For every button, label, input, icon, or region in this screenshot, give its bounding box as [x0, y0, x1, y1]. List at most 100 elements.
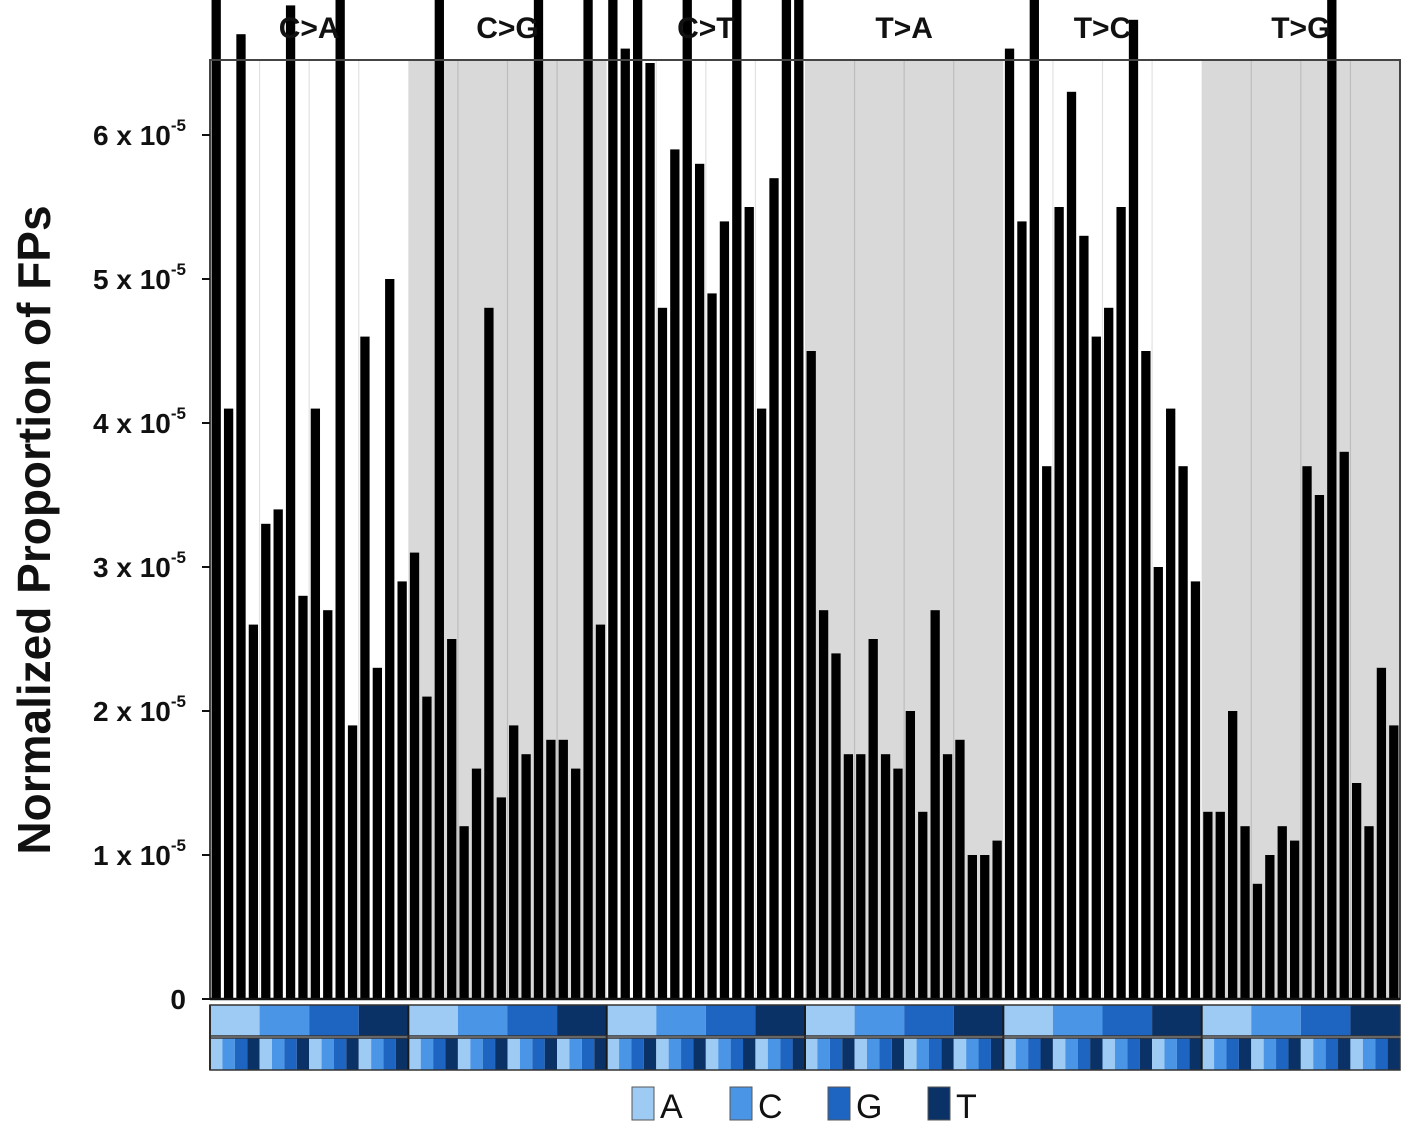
context-5prime-cell [1350, 1005, 1400, 1036]
context-3prime-cell [1300, 1038, 1314, 1070]
bar [608, 0, 618, 999]
context-3prime-cell [1313, 1038, 1326, 1070]
context-5prime-cell [210, 1005, 260, 1036]
context-3prime-cell [383, 1038, 396, 1070]
context-3prime-cell [743, 1038, 756, 1070]
context-3prime-cell [767, 1038, 781, 1070]
bar [1302, 466, 1312, 999]
bar [484, 307, 494, 999]
bar [930, 610, 940, 999]
bar [769, 178, 779, 999]
context-3prime-cell [854, 1038, 867, 1070]
bar [1389, 725, 1399, 999]
bar [1240, 826, 1250, 999]
bar [719, 221, 730, 999]
bar [447, 639, 457, 999]
context-5prime-cell [1300, 1005, 1351, 1036]
legend-label: T [956, 1088, 977, 1122]
bar [211, 0, 221, 999]
context-3prime-cell [829, 1038, 843, 1070]
bar [248, 624, 259, 999]
context-5prime-cell [358, 1005, 409, 1036]
bar [471, 768, 482, 999]
bar [1203, 811, 1213, 999]
bar [1066, 91, 1077, 1000]
context-3prime-cell [1077, 1038, 1091, 1070]
bar [831, 653, 841, 999]
context-3prime-cell [1164, 1038, 1177, 1070]
context-5prime-cell [854, 1005, 905, 1036]
context-3prime-cell [866, 1038, 880, 1070]
bar [546, 739, 556, 999]
bar [1190, 581, 1201, 999]
bar [1153, 567, 1163, 999]
context-3prime-cell [1226, 1038, 1239, 1070]
context-3prime-cell [333, 1038, 347, 1070]
context-3prime-cell [643, 1038, 657, 1070]
context-3prime-cell [1201, 1038, 1215, 1070]
context-3prime-cell [1114, 1038, 1128, 1070]
bar [1141, 351, 1151, 999]
context-3prime-cell [222, 1038, 235, 1070]
context-3prime-cell [817, 1038, 830, 1070]
context-5prime-cell [1152, 1005, 1202, 1036]
axes [202, 59, 1401, 1001]
context-3prime-cell [445, 1038, 458, 1070]
context-3prime-cell [1040, 1038, 1053, 1070]
context-5prime-cell [457, 1005, 508, 1036]
context-3prime-cell [891, 1038, 905, 1070]
context-3prime-cell [507, 1038, 520, 1070]
context-3prime-cell [1350, 1038, 1363, 1070]
bar [806, 351, 816, 999]
bar [558, 739, 568, 999]
legend-swatch [827, 1086, 851, 1121]
context-3prime-cell [1127, 1038, 1140, 1070]
panel-label: T>G [1271, 12, 1330, 45]
bar [645, 63, 655, 999]
context-3prime-cell [519, 1038, 533, 1070]
y-tick-label: 0 [170, 984, 186, 1015]
bar [707, 293, 717, 999]
bar [868, 639, 878, 999]
bar [818, 610, 829, 999]
bar [1327, 0, 1337, 999]
context-5prime-cell [557, 1005, 607, 1036]
context-3prime-cell [619, 1038, 632, 1070]
y-tick-label: 1 x 10-5 [93, 836, 186, 871]
bar [620, 48, 630, 1000]
bar [1351, 783, 1362, 999]
context-3prime-cell [842, 1038, 855, 1070]
context-3prime-cell [1362, 1038, 1376, 1070]
bar [571, 768, 581, 999]
bar [385, 279, 395, 999]
bar [980, 855, 990, 999]
context-3prime-cell [990, 1038, 1004, 1070]
bar [1339, 451, 1349, 999]
context-3prime-cell [978, 1038, 991, 1070]
bar [1029, 0, 1039, 1000]
context-3prime-cell [1176, 1038, 1190, 1070]
bar [1042, 466, 1052, 999]
context-3prime-cell [1214, 1038, 1227, 1070]
context-3prime-cell [780, 1038, 793, 1070]
bar [893, 768, 903, 999]
context-3prime-cell [904, 1038, 917, 1070]
bar [1289, 840, 1300, 999]
context-3prime-cell [941, 1038, 954, 1070]
bar [285, 5, 296, 999]
y-tick-label: 5 x 10-5 [93, 260, 186, 295]
bar [880, 754, 891, 999]
panel-label: T>A [875, 12, 933, 45]
context-3prime-cell [1090, 1038, 1103, 1070]
y-tick-label: 6 x 10-5 [93, 116, 186, 151]
context-5prime-cell [656, 1005, 706, 1036]
context-3prime-cell [928, 1038, 942, 1070]
bar [905, 711, 916, 999]
y-axis-label: Normalized Proportion of FPs [8, 205, 60, 854]
bar [1178, 466, 1188, 999]
panel-label: T>C [1074, 12, 1132, 45]
bar [223, 408, 234, 1000]
context-3prime-cell [966, 1038, 979, 1070]
bar [1364, 826, 1374, 999]
